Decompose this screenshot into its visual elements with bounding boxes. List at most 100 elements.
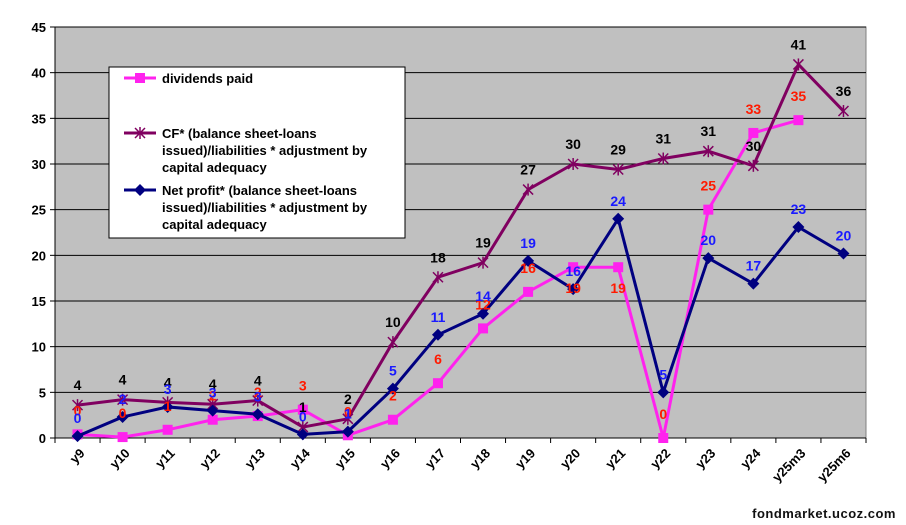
marker-diamond <box>116 410 129 423</box>
data-label: 4 <box>254 373 262 389</box>
marker-diamond <box>792 221 805 234</box>
marker-diamond <box>341 425 354 438</box>
y-tick-label: 20 <box>32 248 46 263</box>
y-tick-label: 15 <box>32 294 46 309</box>
y-tick-label: 25 <box>32 203 46 218</box>
data-label: 41 <box>791 36 807 52</box>
data-label: 4 <box>209 376 217 392</box>
marker-square <box>207 414 218 425</box>
data-label: 3 <box>209 385 217 401</box>
y-tick-label: 0 <box>39 431 46 446</box>
marker-square <box>135 73 145 83</box>
data-label: 1 <box>344 406 352 422</box>
x-tick-label: y18 <box>467 446 493 472</box>
y-axis: 0 5 10 15 20 25 30 35 40 45 <box>32 20 56 446</box>
marker-diamond <box>567 283 580 296</box>
legend-entry-0: dividends paid <box>124 71 253 86</box>
marker-star <box>432 271 444 284</box>
data-label: 16 <box>565 263 581 279</box>
data-label: 35 <box>791 88 807 104</box>
marker-diamond <box>431 328 444 341</box>
marker-diamond <box>386 382 399 395</box>
marker-square <box>703 204 714 215</box>
marker-star <box>117 393 129 406</box>
data-label: 27 <box>520 162 536 178</box>
marker-square <box>613 262 624 273</box>
data-label: 33 <box>746 101 762 117</box>
legend-label-line: issued)/liabilities * adjustment by <box>162 143 368 158</box>
marker-diamond <box>612 212 625 225</box>
x-tick-label: y16 <box>377 446 403 472</box>
series-layer <box>71 58 850 443</box>
legend-label-line: issued)/liabilities * adjustment by <box>162 200 368 215</box>
marker-square <box>387 414 398 425</box>
x-tick-label: y11 <box>152 446 177 471</box>
legend-label-line: CF* (balance sheet-loans <box>162 126 317 141</box>
legend-box <box>108 66 406 239</box>
marker-diamond <box>837 247 850 260</box>
y-tick-label: 5 <box>39 385 46 400</box>
marker-diamond <box>747 277 760 290</box>
marker-square <box>658 433 669 443</box>
data-label: 17 <box>746 258 762 274</box>
x-tick-label: y24 <box>738 445 764 471</box>
x-tick-label: y13 <box>242 446 268 472</box>
x-tick-label: y25m6 <box>814 446 853 485</box>
data-label: 30 <box>565 136 581 152</box>
data-label: 3 <box>254 388 262 404</box>
x-tick-label: y14 <box>287 445 313 471</box>
y-tick-label: 35 <box>32 111 46 126</box>
x-tick-label: y20 <box>557 446 583 472</box>
marker-square <box>523 286 534 297</box>
legend-label-line: Net profit* (balance sheet-loans <box>162 183 357 198</box>
data-label: 19 <box>565 280 581 296</box>
marker-star <box>792 58 804 71</box>
data-label: 6 <box>434 351 442 367</box>
legend-label: Net profit* (balance sheet-loans issued)/… <box>162 183 368 232</box>
data-label: 24 <box>610 193 626 209</box>
legend-entry-1: CF* (balance sheet-loans issued)/liabilit… <box>124 126 368 175</box>
marker-star <box>837 105 850 118</box>
x-tick-label: y22 <box>647 446 673 472</box>
marker-diamond <box>522 254 535 267</box>
marker-square <box>478 323 489 334</box>
marker-square <box>297 404 308 415</box>
x-tick-label: y17 <box>422 446 448 472</box>
marker-diamond <box>702 252 715 265</box>
data-label: 4 <box>74 377 82 393</box>
x-tick-label: y23 <box>692 446 718 472</box>
marker-diamond <box>477 307 490 320</box>
marker-square <box>432 378 443 389</box>
data-label: 0 <box>659 406 667 422</box>
data-label: 2 <box>254 384 262 400</box>
y-tick-label: 10 <box>32 340 46 355</box>
marker-diamond <box>161 400 174 413</box>
data-label: 2 <box>344 391 352 407</box>
x-tick-label: y9 <box>67 446 88 467</box>
data-label: 12 <box>475 296 491 312</box>
marker-diamond <box>71 430 84 443</box>
data-label: 5 <box>389 363 397 379</box>
data-label: 10 <box>385 314 401 330</box>
data-label: 1 <box>164 398 172 414</box>
data-label: 31 <box>655 131 671 147</box>
data-label: 3 <box>299 378 307 394</box>
marker-star <box>702 145 714 158</box>
marker-diamond <box>251 408 264 421</box>
data-label: 4 <box>164 374 172 390</box>
marker-square <box>117 432 128 443</box>
series-line <box>77 61 845 429</box>
legend-label-line: capital adequacy <box>162 217 268 232</box>
watermark-text: fondmarket.ucoz.com <box>752 506 896 521</box>
legend-label-line: dividends paid <box>162 71 253 86</box>
data-label: 23 <box>791 201 807 217</box>
data-label: 31 <box>701 123 717 139</box>
data-label: 2 <box>389 388 397 404</box>
marker-star <box>134 127 146 139</box>
data-label: 14 <box>475 288 491 304</box>
x-axis: y9 y10 y11 y12 y13 y14 y15 y16 y17 y18 y19 y20 y21 y2… <box>54 437 867 485</box>
x-tick-label: y21 <box>602 446 628 472</box>
data-label: 16 <box>520 260 536 276</box>
